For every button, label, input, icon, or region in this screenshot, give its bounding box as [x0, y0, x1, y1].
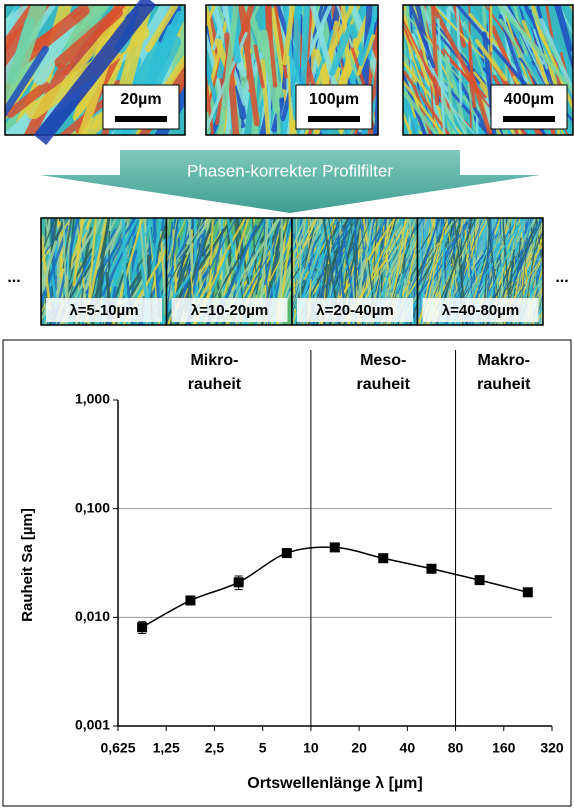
region-label: Makro- — [478, 352, 530, 369]
x-axis-title: Ortswellenlänge λ [µm] — [247, 775, 422, 792]
x-tick-label: 2,5 — [205, 740, 225, 756]
filter-arrow — [40, 150, 540, 213]
band-label-box — [297, 298, 413, 322]
x-tick-label: 160 — [492, 740, 516, 756]
region-label: Meso- — [360, 352, 406, 369]
filter-label: Phasen-korrekter Profilfilter — [187, 161, 393, 180]
scale-bar — [503, 116, 555, 122]
scale-label: 20µm — [120, 91, 161, 108]
band-label-box — [46, 298, 162, 322]
band-label-box — [422, 298, 539, 322]
band-label: λ=10-20µm — [191, 302, 268, 319]
x-tick-label: 1,25 — [153, 740, 180, 756]
data-point — [426, 563, 437, 574]
y-axis-title: Rauheit Sa [µm] — [19, 508, 36, 622]
y-tick-label: 0,001 — [75, 717, 110, 733]
data-point — [329, 542, 340, 553]
x-tick-label: 0,625 — [100, 740, 135, 756]
ellipsis: ... — [555, 269, 568, 286]
x-tick-label: 20 — [351, 740, 367, 756]
y-tick-label: 0,100 — [75, 499, 110, 515]
data-point — [233, 577, 244, 588]
x-tick-label: 40 — [400, 740, 416, 756]
band-label: λ=5-10µm — [69, 302, 138, 319]
band-label: λ=20-40µm — [316, 302, 393, 319]
data-line — [141, 546, 528, 628]
data-point — [137, 622, 148, 633]
y-tick-label: 1,000 — [75, 391, 110, 407]
x-tick-label: 320 — [540, 740, 564, 756]
ellipsis: ... — [7, 269, 20, 286]
data-point — [474, 575, 485, 586]
x-tick-label: 80 — [448, 740, 464, 756]
y-tick-label: 0,010 — [75, 608, 110, 624]
scale-label: 100µm — [309, 91, 359, 108]
data-point — [281, 548, 292, 559]
scale-bar — [115, 116, 167, 122]
scale-bar — [308, 116, 360, 122]
data-point — [185, 595, 196, 606]
data-point — [522, 587, 533, 598]
region-label: rauheit — [477, 376, 531, 393]
x-tick-label: 10 — [303, 740, 319, 756]
region-label: rauheit — [188, 376, 242, 393]
region-label: rauheit — [357, 376, 411, 393]
band-label: λ=40-80µm — [442, 302, 519, 319]
region-label: Mikro- — [190, 352, 238, 369]
band-label-box — [171, 298, 288, 322]
x-tick-label: 5 — [259, 740, 267, 756]
chart-frame — [2, 339, 572, 807]
data-point — [378, 553, 389, 564]
scale-label: 400µm — [504, 91, 554, 108]
